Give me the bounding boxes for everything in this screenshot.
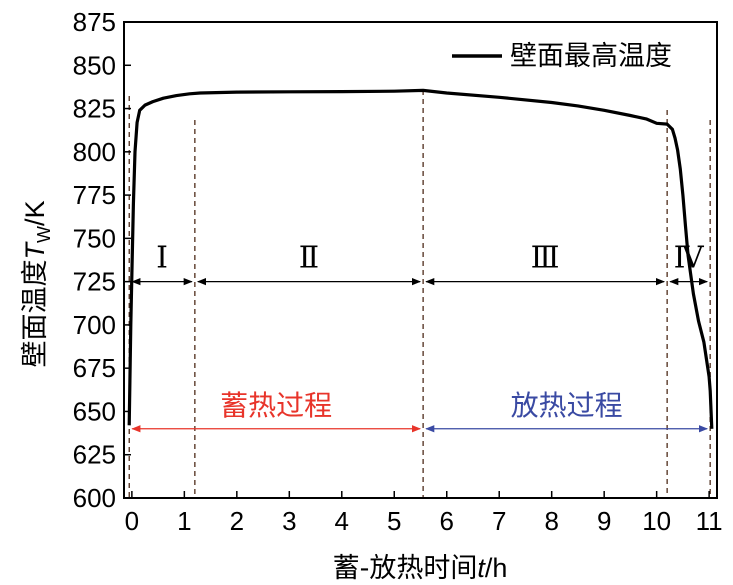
y-tick-label: 850 bbox=[73, 50, 116, 80]
x-tick-label: 1 bbox=[177, 506, 191, 536]
x-tick-label: 7 bbox=[492, 506, 506, 536]
x-tick-label: 11 bbox=[696, 506, 723, 536]
x-axis-title-prefix: 蓄-放热时间 bbox=[333, 553, 478, 584]
legend: 壁面最高温度 bbox=[452, 41, 672, 72]
plot-frame bbox=[123, 21, 718, 499]
y-tick-label: 700 bbox=[73, 310, 116, 340]
y-tick-label: 625 bbox=[73, 440, 116, 470]
process-label: 蓄热过程 bbox=[220, 389, 332, 422]
x-tick-label: 0 bbox=[125, 506, 139, 536]
x-axis-title-var: t bbox=[477, 553, 486, 583]
y-tick-label: 650 bbox=[73, 396, 116, 426]
x-tick-label: 6 bbox=[440, 506, 454, 536]
stage-label: Ⅰ bbox=[156, 241, 168, 276]
y-tick-label: 600 bbox=[73, 483, 116, 513]
y-axis-title: 壁面温度TW/K bbox=[20, 200, 54, 367]
y-tick-label: 725 bbox=[73, 267, 116, 297]
y-tick-label: 775 bbox=[73, 180, 116, 210]
y-tick-label: 825 bbox=[73, 94, 116, 124]
y-tick-label: 750 bbox=[73, 223, 116, 253]
boundary-lines-group bbox=[128, 90, 711, 498]
stage-label: Ⅲ bbox=[531, 241, 560, 276]
x-tick-label: 3 bbox=[282, 506, 296, 536]
x-tick-label: 5 bbox=[387, 506, 401, 536]
y-tick-label: 875 bbox=[73, 7, 116, 37]
x-axis-title-unit: /h bbox=[485, 553, 508, 583]
x-tick-label: 10 bbox=[642, 506, 671, 536]
x-tick-label: 4 bbox=[335, 506, 349, 536]
process-label: 放热过程 bbox=[511, 389, 623, 422]
stage-label: Ⅱ bbox=[299, 241, 319, 276]
y-axis-title-var: T bbox=[20, 241, 50, 260]
y-tick-label: 675 bbox=[73, 353, 116, 383]
series-group bbox=[127, 88, 714, 429]
x-tick-label: 8 bbox=[544, 506, 558, 536]
series-line bbox=[127, 88, 714, 429]
y-axis-title-sub: W bbox=[34, 226, 54, 243]
y-axis-title-prefix: 壁面温度 bbox=[20, 260, 51, 368]
y-tick-label: 800 bbox=[73, 137, 116, 167]
legend-label: 壁面最高温度 bbox=[510, 41, 672, 72]
x-tick-label: 9 bbox=[597, 506, 611, 536]
axes-group: 0 1 2 3 4 5 6 7 8 9 10 11 600 625 650 675 700 725 750 775 80… bbox=[73, 7, 723, 536]
x-tick-label: 2 bbox=[230, 506, 244, 536]
x-axis-title: 蓄-放热时间t/h bbox=[333, 553, 508, 584]
y-axis-title-unit: /K bbox=[20, 200, 50, 226]
